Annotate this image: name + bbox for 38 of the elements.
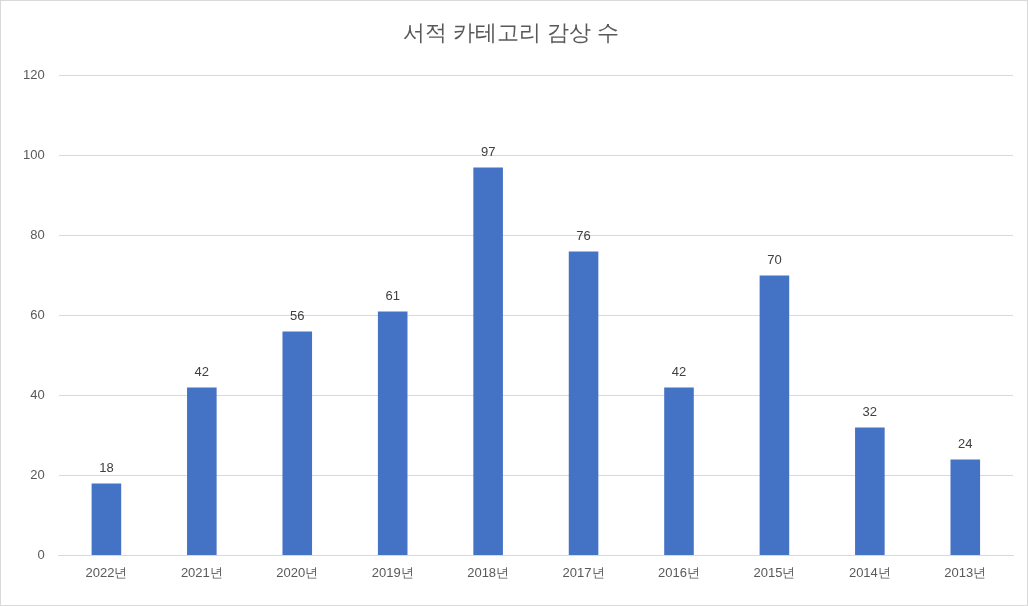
- data-label: 56: [290, 308, 305, 324]
- data-label: 76: [576, 228, 591, 244]
- bar: [664, 387, 694, 555]
- bar: [473, 167, 503, 555]
- bar: [282, 331, 313, 555]
- x-tick-label: 2022년: [85, 564, 128, 580]
- bar: [950, 459, 981, 555]
- data-label: 32: [862, 404, 878, 420]
- chart-title: 서적 카테고리 감상 수: [402, 20, 620, 46]
- data-label: 18: [99, 460, 114, 476]
- data-label: 24: [958, 436, 973, 452]
- y-tick-label: 20: [30, 466, 45, 482]
- bar: [759, 275, 790, 555]
- x-tick-label: 2016년: [658, 564, 700, 580]
- data-label: 42: [194, 364, 210, 380]
- y-tick-label: 60: [30, 306, 45, 322]
- data-label: 70: [767, 252, 782, 268]
- bar: [855, 427, 885, 555]
- x-tick-label: 2015년: [753, 564, 796, 580]
- data-label: 61: [385, 288, 400, 304]
- data-label: 97: [480, 144, 496, 160]
- x-tick-label: 2017년: [562, 564, 605, 580]
- bar: [187, 387, 217, 555]
- x-tick-label: 2013년: [944, 564, 987, 580]
- data-label: 42: [671, 364, 687, 380]
- x-tick-label: 2021년: [180, 564, 223, 580]
- bar: [377, 311, 408, 555]
- x-tick-label: 2014년: [848, 564, 891, 580]
- y-tick-label: 40: [30, 386, 45, 402]
- bar: [91, 483, 122, 555]
- y-tick-label: 80: [30, 226, 45, 242]
- x-tick-label: 2019년: [371, 564, 414, 580]
- y-tick-label: 0: [37, 546, 45, 562]
- y-tick-label: 100: [22, 146, 45, 162]
- y-tick-label: 120: [22, 66, 45, 82]
- x-tick-label: 2020년: [276, 564, 319, 580]
- bar: [568, 251, 599, 555]
- x-tick-label: 2018년: [467, 564, 510, 580]
